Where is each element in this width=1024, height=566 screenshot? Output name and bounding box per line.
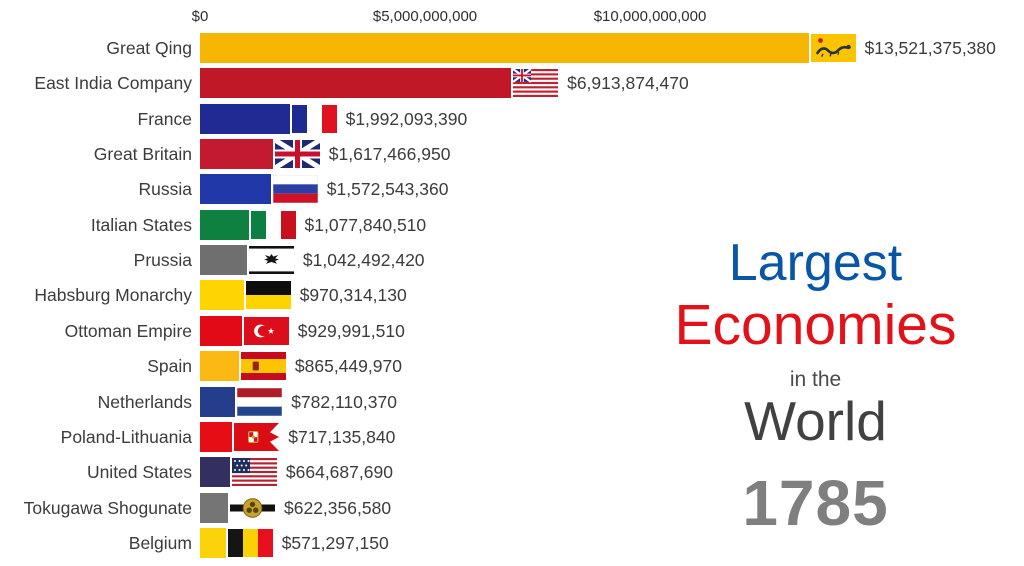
value-label: $664,687,690: [285, 462, 393, 483]
bar-row: Belgium $571,297,150: [0, 527, 1024, 558]
value-label: $1,617,466,950: [328, 144, 451, 165]
netherlands-flag-icon: [237, 387, 283, 416]
axis-tick: $5,000,000,000: [372, 8, 478, 25]
russia-flag-icon: [272, 175, 318, 204]
country-label: Prussia: [133, 250, 192, 271]
poland-lithuania-flag-icon: [234, 422, 280, 451]
italian-states-flag-icon: [250, 210, 296, 239]
bar-row: United States $664,687,690: [0, 457, 1024, 488]
country-label: Belgium: [128, 532, 192, 553]
gdp-bar: [200, 280, 244, 311]
title-world: World: [744, 389, 887, 452]
bar-row: Russia $1,572,543,360: [0, 174, 1024, 205]
bar-row: Great Qing $13,521,375,380: [0, 33, 1024, 63]
bar-row: France $1,992,093,390: [0, 103, 1024, 134]
country-label: Ottoman Empire: [64, 320, 192, 341]
tokugawa-flag-icon: [230, 493, 275, 522]
value-label: $622,356,580: [284, 497, 392, 518]
spain-flag-icon: [240, 352, 286, 381]
bar-row: East India Company $6,913,874,470: [0, 68, 1024, 99]
east-india-company-flag-icon: [513, 69, 559, 98]
bar-row: Italian States $1,077,840,510: [0, 209, 1024, 240]
value-label: $717,135,840: [288, 426, 396, 447]
value-label: $782,110,370: [291, 391, 397, 412]
value-label: $1,042,492,420: [302, 250, 425, 271]
bar-row: Great Britain $1,617,466,950: [0, 139, 1024, 170]
bar-row: Poland-Lithuania $717,135,840: [0, 421, 1024, 452]
value-label: $1,992,093,390: [345, 108, 468, 129]
country-label: Italian States: [90, 214, 192, 235]
ottoman-flag-icon: [243, 316, 289, 345]
value-label: $929,991,510: [297, 320, 405, 341]
gdp-bar: [200, 209, 249, 240]
gdp-bar: [200, 174, 271, 205]
country-label: Poland-Lithuania: [60, 426, 192, 447]
habsburg-flag-icon: [245, 281, 291, 310]
bar-row: Netherlands $782,110,370: [0, 386, 1024, 417]
gdp-bar: [200, 421, 233, 452]
bar-row: Tokugawa Shogunate $622,356,580: [0, 492, 1024, 523]
gdp-bar: [200, 492, 228, 523]
gdp-bar: [200, 103, 290, 134]
country-label: East India Company: [34, 73, 192, 94]
country-label: Russia: [138, 179, 193, 200]
gdp-bar: [200, 351, 239, 382]
qing-dragon-flag-icon: [810, 34, 856, 62]
united-states-flag-icon: [231, 458, 277, 487]
axis-tick: $10,000,000,000: [593, 8, 707, 25]
title-largest: Largest: [728, 234, 903, 292]
country-label: United States: [86, 462, 192, 483]
value-label: $1,572,543,360: [326, 179, 449, 200]
country-label: Habsburg Monarchy: [34, 285, 192, 306]
value-label: $13,521,375,380: [864, 38, 996, 58]
value-label: $1,077,840,510: [304, 214, 427, 235]
gdp-bar: [200, 68, 512, 99]
great-britain-flag-icon: [274, 140, 320, 169]
country-label: Great Qing: [106, 38, 192, 58]
title-year: 1785: [742, 467, 889, 540]
value-label: $571,297,150: [281, 532, 389, 553]
axis-tick: $0: [191, 8, 209, 25]
value-label: $865,449,970: [294, 356, 402, 377]
bar-row: Habsburg Monarchy $970,314,130: [0, 280, 1024, 311]
france-flag-icon: [291, 104, 337, 133]
bar-row: Prussia $1,042,492,420: [0, 245, 1024, 276]
bar-row: Spain $865,449,970: [0, 351, 1024, 382]
gdp-bar: [200, 527, 226, 558]
value-label: $970,314,130: [299, 285, 407, 306]
country-label: Great Britain: [93, 144, 192, 165]
title-economies: Economies: [674, 292, 957, 357]
country-label: Netherlands: [97, 391, 192, 412]
bar-row: Ottoman Empire $929,991,510: [0, 315, 1024, 346]
country-label: France: [137, 108, 192, 129]
country-label: Tokugawa Shogunate: [23, 497, 192, 518]
prussia-flag-icon: [248, 246, 294, 275]
gdp-bar: [200, 33, 809, 63]
gdp-bar: [200, 315, 242, 346]
gdp-bar: [200, 386, 236, 417]
gdp-bar: [200, 245, 247, 276]
chart-title-block: Largest Economies in the World 1785: [618, 236, 1013, 535]
country-label: Spain: [147, 356, 192, 377]
belgium-flag-icon: [227, 528, 273, 557]
gdp-bar: [200, 457, 230, 488]
value-label: $6,913,874,470: [567, 73, 689, 94]
gdp-bar: [200, 139, 273, 170]
title-in-the: in the: [789, 368, 842, 392]
